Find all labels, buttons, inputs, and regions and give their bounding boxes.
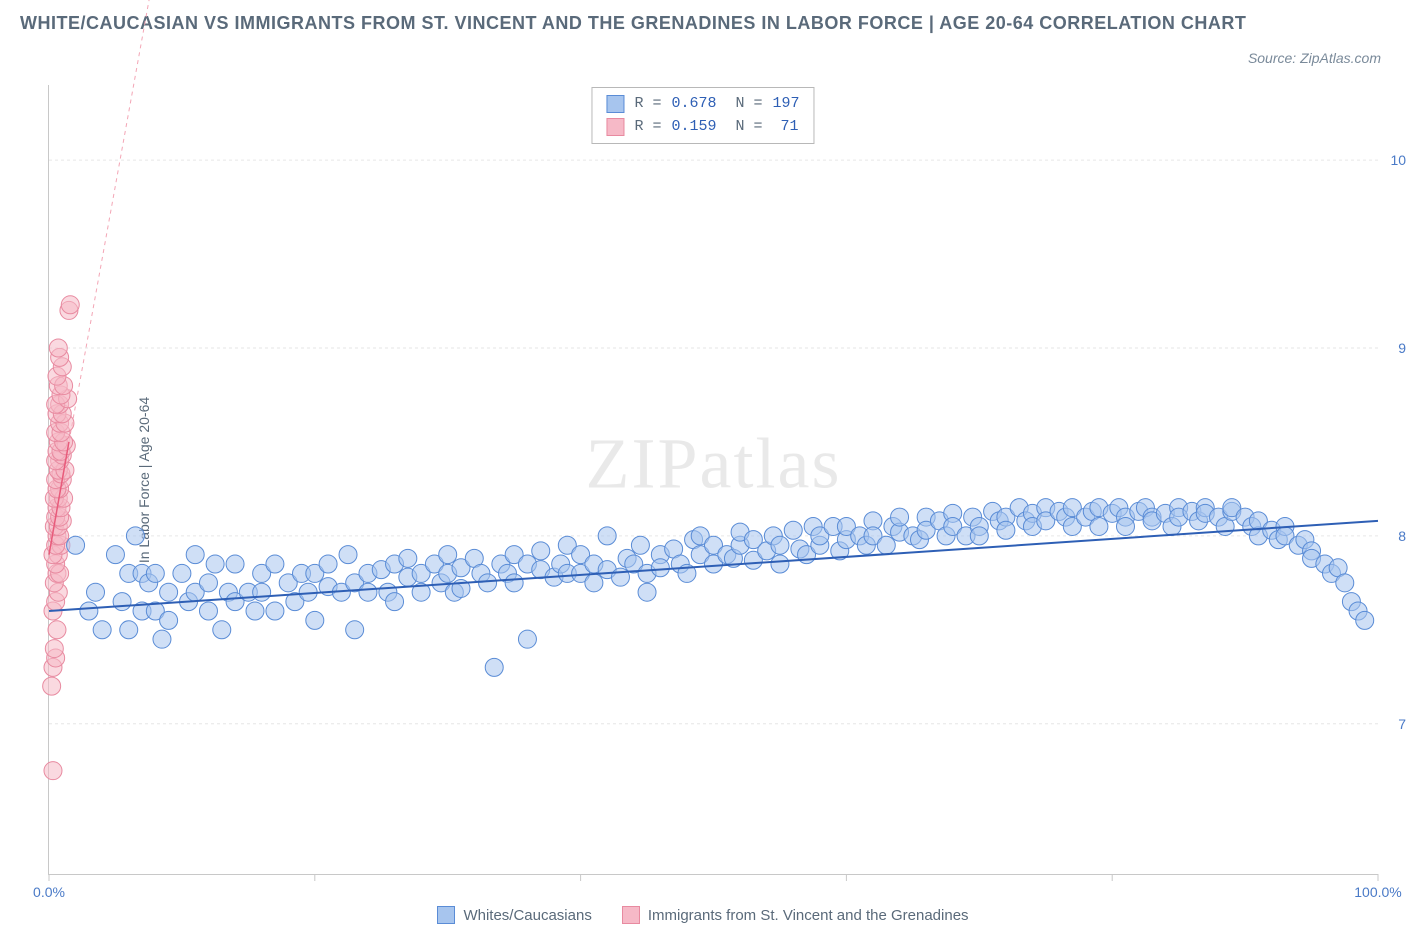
x-min-label: 0.0% <box>33 884 65 900</box>
chart-plot-area: In Labor Force | Age 20-64 ZIPatlas 70.0… <box>48 85 1378 875</box>
stats-blue-r: 0.678 <box>671 93 716 116</box>
stats-pink-n: 71 <box>773 116 799 139</box>
stats-row-1: R = 0.678 N = 197 <box>606 93 799 116</box>
ytick-label: 100.0% <box>1391 152 1406 168</box>
stats-n-label: N = <box>727 116 763 139</box>
stats-pink-r: 0.159 <box>671 116 716 139</box>
swatch-pink-icon <box>606 118 624 136</box>
stats-row-2: R = 0.159 N = 71 <box>606 116 799 139</box>
legend-blue-label: Whites/Caucasians <box>463 907 591 924</box>
legend-pink-label: Immigrants from St. Vincent and the Gren… <box>648 907 969 924</box>
legend-item-pink: Immigrants from St. Vincent and the Gren… <box>622 906 969 924</box>
chart-title: WHITE/CAUCASIAN VS IMMIGRANTS FROM ST. V… <box>20 10 1386 37</box>
swatch-blue-icon <box>606 95 624 113</box>
swatch-blue-icon <box>437 906 455 924</box>
stats-blue-n: 197 <box>773 93 800 116</box>
legend-bottom: Whites/Caucasians Immigrants from St. Vi… <box>0 906 1406 924</box>
swatch-pink-icon <box>622 906 640 924</box>
x-max-label: 100.0% <box>1354 884 1401 900</box>
plot-svg <box>49 85 1378 874</box>
ytick-label: 80.0% <box>1398 528 1406 544</box>
stats-n-label: N = <box>727 93 763 116</box>
stats-legend-box: R = 0.678 N = 197 R = 0.159 N = 71 <box>591 87 814 144</box>
source-attribution: Source: ZipAtlas.com <box>1248 50 1381 66</box>
legend-item-blue: Whites/Caucasians <box>437 906 591 924</box>
stats-r-label: R = <box>634 116 661 139</box>
stats-r-label: R = <box>634 93 661 116</box>
ytick-label: 90.0% <box>1398 340 1406 356</box>
ytick-label: 70.0% <box>1398 716 1406 732</box>
